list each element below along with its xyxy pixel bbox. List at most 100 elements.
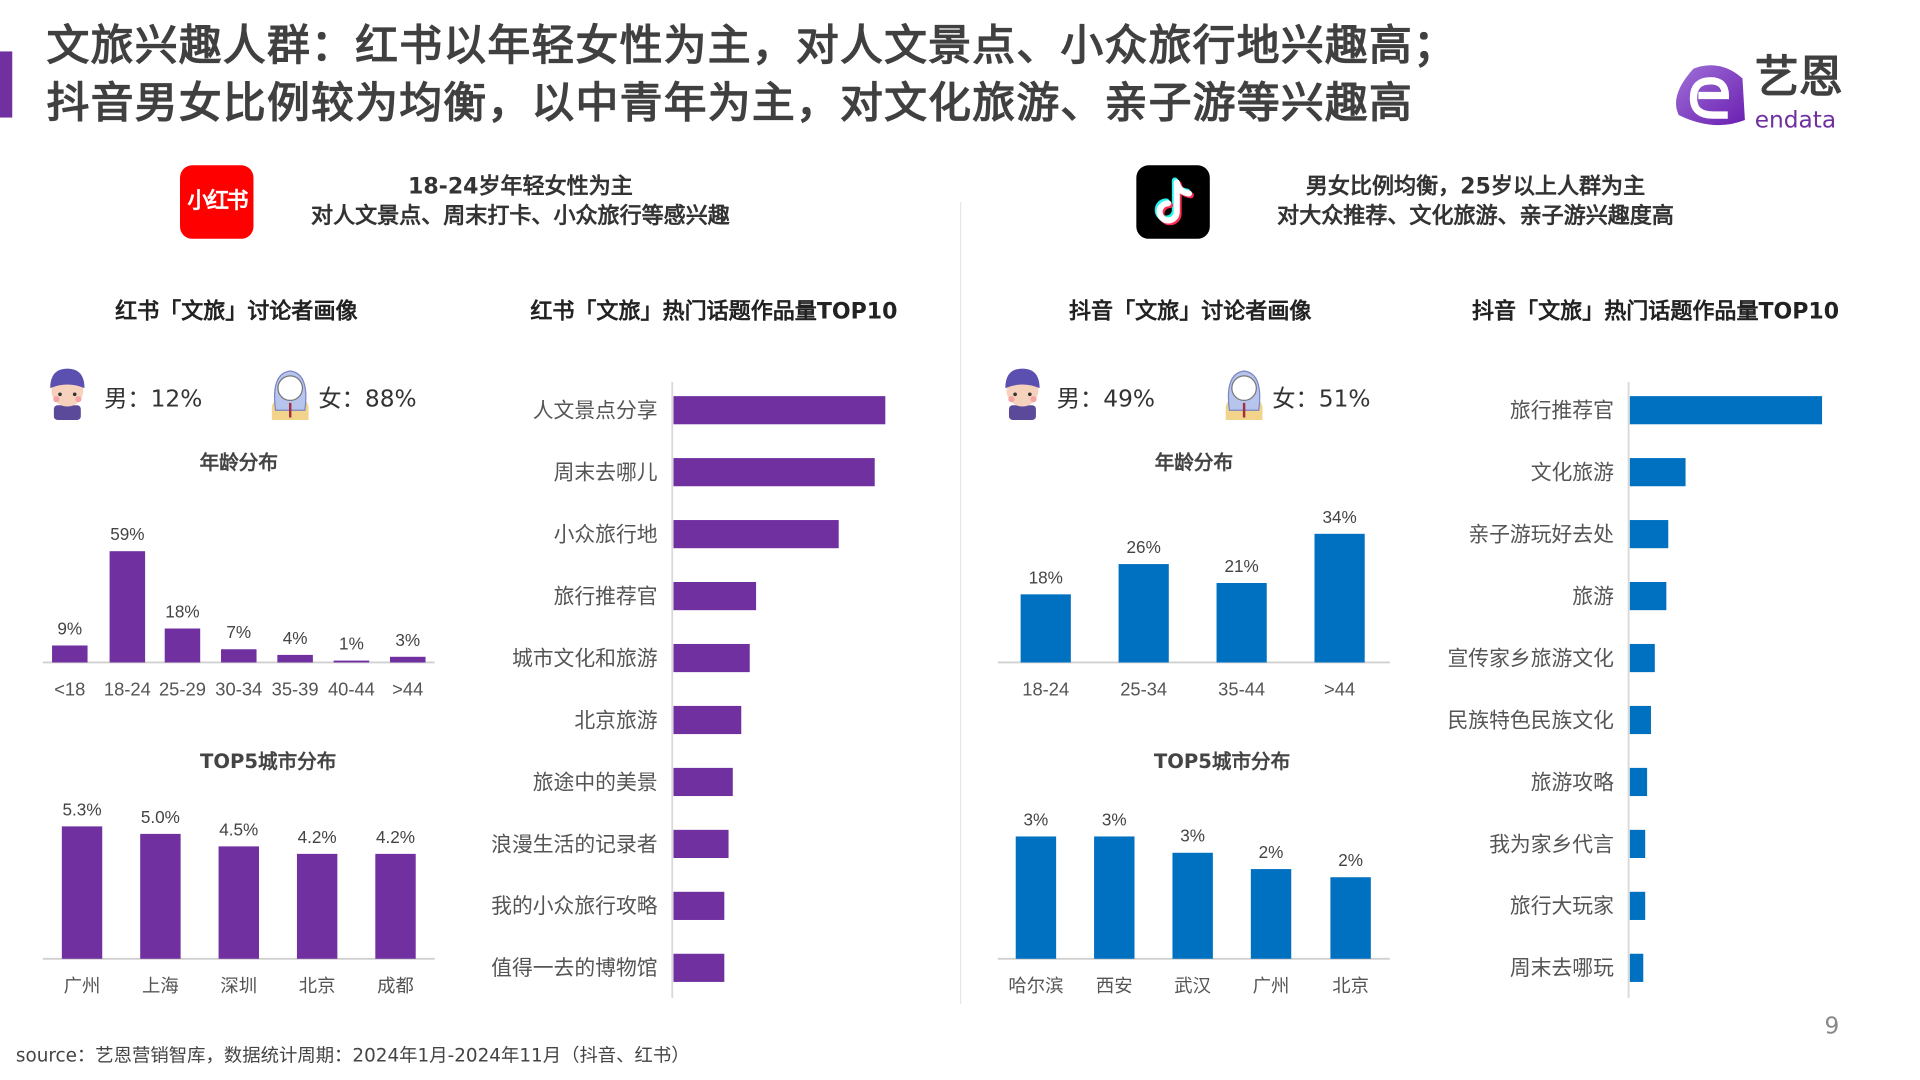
douyin_top10-bar [1629,953,1644,982]
douyin_top10-category-label: 旅行大玩家 [1510,895,1614,918]
douyin_city-value-label: 3% [1180,826,1205,846]
xhs_city-value-label: 5.3% [63,799,102,819]
douyin_top10-bar [1629,396,1823,425]
accent-bar [0,51,13,118]
douyin-summary-line2: 对大众推荐、文化旅游、亲子游兴趣度高 [1277,203,1674,229]
douyin_city-value-label: 3% [1102,809,1127,829]
xhs_age-category-label: 25-29 [159,679,206,700]
douyin_age-bar [1020,594,1071,663]
douyin_age-category-label: 18-24 [1022,679,1069,700]
xhs_top10-category-label: 城市文化和旅游 [512,647,658,670]
xhs_city-bar [61,826,103,959]
douyin_age-value-label: 18% [1029,567,1063,587]
douyin_age-bar [1314,533,1365,663]
xhs_age-bar [164,628,201,663]
xhs_age-category-label: 18-24 [104,679,151,700]
xhs_top10-category-label: 人文景点分享 [533,400,658,423]
xhs_city-category-label: 上海 [142,975,179,996]
xhs_top10-bar [673,643,750,673]
xhs_top10-bar [673,458,875,487]
xhs_city-value-label: 4.2% [298,827,337,847]
xhs_city-bar [218,846,259,959]
xhs_age-category-label: 35-39 [272,679,319,700]
douyin_age-category-label: 25-34 [1120,679,1167,700]
douyin-summary: 男女比例均衡，25岁以上人群为主 对大众推荐、文化旅游、亲子游兴趣度高 [1277,173,1674,232]
xhs_age-category-label: <18 [54,679,85,700]
tiktok-note-icon [1154,177,1194,226]
douyin_top10-bar [1629,891,1646,920]
douyin_city-category-label: 广州 [1253,975,1290,996]
xhs-age-title: 年龄分布 [199,450,278,474]
xhs-summary-line2: 对人文景点、周末打卡、小众旅行等感兴趣 [311,203,730,229]
xhs-female-ratio: 女：88% [318,385,417,413]
xhs_top10-bar [673,829,729,859]
xhs_city-value-label: 4.5% [219,819,258,839]
source-note: source：艺恩营销智库，数据统计周期：2024年1月-2024年11月（抖音… [15,1044,690,1067]
xhs_city-bar [296,853,338,959]
xhs_top10-bar [673,705,742,735]
xhs_city-category-label: 北京 [299,975,336,996]
xhs_age-value-label: 59% [110,524,144,544]
douyin_top10-category-label: 宣传家乡旅游文化 [1448,647,1614,670]
douyin_city-category-label: 北京 [1332,975,1369,996]
xhs_top10-category-label: 北京旅游 [574,709,657,732]
xhs-summary-line1: 18-24岁年轻女性为主 [408,173,633,200]
douyin_age-value-label: 34% [1322,507,1356,527]
douyin_top10-category-label: 旅游攻略 [1531,771,1614,794]
douyin_top10-bar [1629,829,1646,859]
douyin_city-value-label: 2% [1259,842,1284,862]
xhs-male-ratio: 男：12% [104,385,203,413]
xhs_top10-bar [673,953,725,982]
douyin-portrait-title: 抖音「文旅」讨论者画像 [1068,298,1312,325]
xhs_top10-bar [673,767,733,797]
xhs_top10-category-label: 周末去哪儿 [554,462,658,485]
douyin_age-category-label: 35-44 [1218,679,1265,700]
xhs_age-bar [390,656,426,663]
douyin_age-bar [1118,564,1169,663]
xhs_age-value-label: 1% [339,634,364,654]
douyin_age-bar [1216,582,1267,663]
title-line-2: 抖音男女比例较为均衡，以中青年为主，对文化旅游、亲子游等兴趣高 [46,79,1414,129]
xhs_age-value-label: 7% [226,622,251,642]
douyin-female-ratio: 女：51% [1272,385,1371,413]
endata-logo: 艺恩 endata [1671,53,1867,134]
xhs_age-value-label: 18% [165,601,199,621]
xhs_city-category-label: 深圳 [220,975,257,996]
endata-logo-icon [1675,65,1745,126]
douyin_city-bar [1015,836,1057,959]
xhs_city-category-label: 成都 [377,975,414,996]
douyin_top10-category-label: 旅游 [1572,585,1614,608]
douyin_age-value-label: 26% [1127,537,1161,557]
douyin_city-value-label: 2% [1338,850,1363,870]
douyin-top10-title: 抖音「文旅」热门话题作品量TOP10 [1471,298,1840,325]
xhs_city-category-label: 广州 [64,975,101,996]
douyin_top10-category-label: 周末去哪玩 [1510,957,1614,980]
xhs_age-bar [221,649,257,663]
xhs_top10-category-label: 旅途中的美景 [533,771,658,794]
xhs_age-value-label: 4% [283,628,308,648]
page-number: 9 [1824,1012,1840,1040]
xiaohongshu-logo: 小红书 [180,165,254,239]
douyin_city-bar [1330,877,1371,959]
douyin_top10-category-label: 亲子游玩好去处 [1468,523,1614,546]
xhs_city-bar [375,853,416,959]
douyin_top10-bar [1629,520,1669,549]
xhs_age-bar [52,645,88,663]
logo-en: endata [1754,106,1837,134]
xhs_age-bar [109,551,146,663]
douyin_top10-category-label: 我为家乡代言 [1489,833,1614,856]
xhs_top10-category-label: 我的小众旅行攻略 [491,895,658,918]
xhs_age-value-label: 9% [57,618,82,638]
xhs_age-category-label: 40-44 [328,679,375,700]
douyin-logo [1136,165,1210,239]
douyin_city-bar [1172,852,1213,959]
douyin_city-bar [1094,836,1135,959]
logo-cn: 艺恩 [1754,52,1843,103]
xhs-city-title: TOP5城市分布 [199,749,337,773]
douyin-summary-line1: 男女比例均衡，25岁以上人群为主 [1305,173,1646,200]
douyin_city-category-label: 哈尔滨 [1008,975,1063,996]
xhs_age-bar [277,654,313,663]
xhs_age-category-label: 30-34 [215,679,262,700]
